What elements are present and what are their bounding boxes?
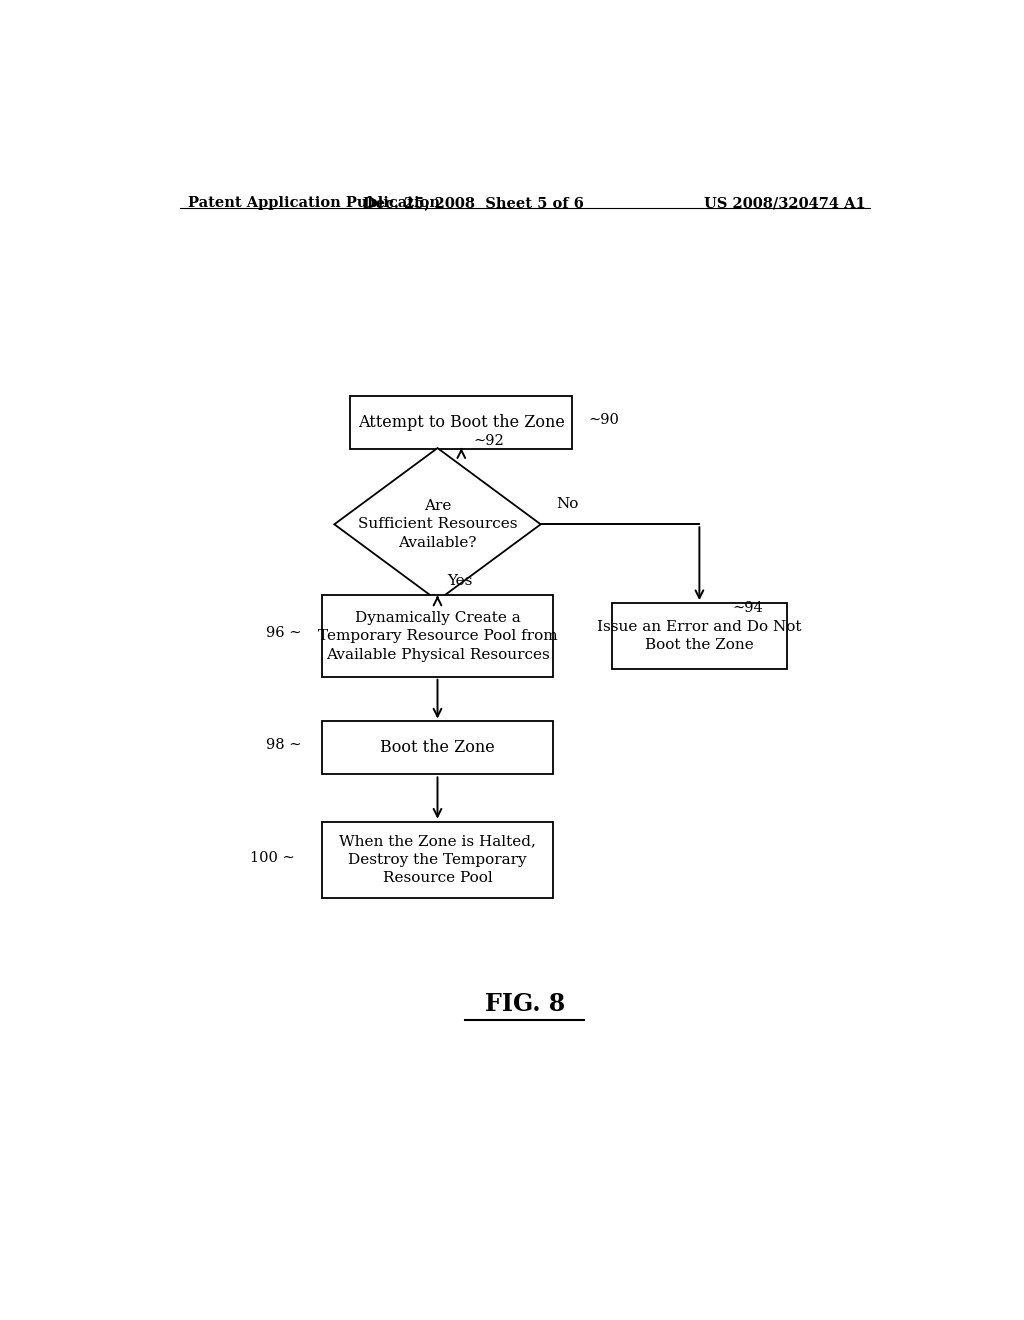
Text: Dec. 25, 2008  Sheet 5 of 6: Dec. 25, 2008 Sheet 5 of 6 (362, 195, 584, 210)
Bar (323, 722, 553, 775)
Text: No: No (557, 496, 579, 511)
Text: Yes: Yes (447, 574, 472, 589)
Text: 98 ∼: 98 ∼ (265, 738, 301, 752)
Bar (323, 821, 553, 898)
Text: 100 ∼: 100 ∼ (250, 850, 295, 865)
Polygon shape (334, 447, 541, 601)
Text: Attempt to Boot the Zone: Attempt to Boot the Zone (357, 414, 565, 432)
Text: Patent Application Publication: Patent Application Publication (187, 195, 439, 210)
Text: Boot the Zone: Boot the Zone (380, 739, 495, 756)
Text: US 2008/320474 A1: US 2008/320474 A1 (705, 195, 866, 210)
Text: ∼92: ∼92 (473, 434, 504, 447)
Bar (612, 603, 786, 669)
Text: ∼94: ∼94 (733, 601, 764, 615)
Text: When the Zone is Halted,
Destroy the Temporary
Resource Pool: When the Zone is Halted, Destroy the Tem… (339, 834, 536, 886)
Text: Dynamically Create a
Temporary Resource Pool from
Available Physical Resources: Dynamically Create a Temporary Resource … (317, 611, 557, 661)
Text: 96 ∼: 96 ∼ (265, 626, 301, 640)
Text: Issue an Error and Do Not
Boot the Zone: Issue an Error and Do Not Boot the Zone (597, 620, 802, 652)
Text: ∼90: ∼90 (588, 413, 620, 426)
Text: FIG. 8: FIG. 8 (484, 993, 565, 1016)
Text: Are
Sufficient Resources
Available?: Are Sufficient Resources Available? (357, 499, 517, 549)
Bar (323, 595, 553, 677)
Bar (350, 396, 572, 449)
